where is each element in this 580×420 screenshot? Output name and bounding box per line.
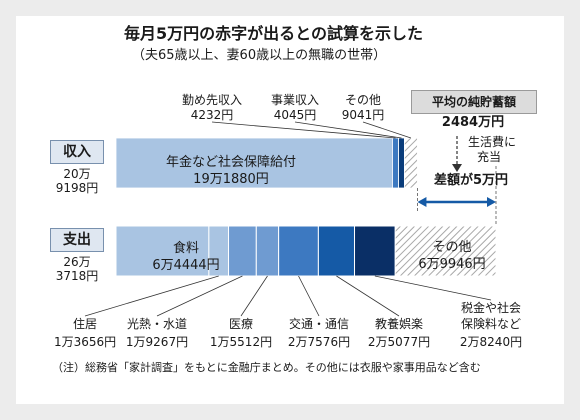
savings-note-line1: 生活費に bbox=[468, 135, 517, 149]
expense-culture-value: 2万5077円 bbox=[367, 335, 431, 349]
income-other-name: その他 bbox=[344, 93, 381, 107]
expense-total-line1: 26万 bbox=[63, 255, 91, 269]
expense-transport-value: 2万7576円 bbox=[287, 335, 351, 349]
expense-bar-culture bbox=[317, 225, 356, 277]
stacked-bar-chart bbox=[84, 121, 497, 317]
income-business-name: 事業収入 bbox=[270, 93, 319, 107]
expense-label: 支出 bbox=[63, 232, 91, 248]
expense-culture-name: 教養娯楽 bbox=[374, 317, 423, 331]
chart-card: 毎月5万円の赤字が出るとの試算を示した （夫65歳以上、妻60歳以上の無職の世帯… bbox=[16, 16, 564, 404]
income-work-value: 4232円 bbox=[190, 108, 234, 122]
expense-bar-tax bbox=[354, 225, 396, 277]
expense-other-value: 6万9946円 bbox=[418, 257, 486, 272]
expense-other-name: その他 bbox=[432, 240, 472, 255]
income-total-line1: 20万 bbox=[63, 167, 91, 181]
expense-leader-culture bbox=[336, 275, 400, 317]
expense-tax-value: 2万8240円 bbox=[459, 335, 523, 349]
expense-bar-transport bbox=[278, 225, 319, 277]
chart-title: 毎月5万円の赤字が出るとの試算を示した bbox=[124, 24, 423, 43]
savings-arrow-head bbox=[452, 164, 462, 172]
chart-subtitle: （夫65歳以上、妻60歳以上の無職の世帯） bbox=[132, 48, 387, 63]
gap-arrow-head-left bbox=[417, 197, 427, 207]
expense-medical-value: 1万5512円 bbox=[209, 335, 273, 349]
income-label-box: 収入 bbox=[50, 140, 104, 164]
expense-leader-utilities bbox=[156, 275, 243, 317]
income-pension-name: 年金など社会保障給付 bbox=[165, 155, 296, 170]
income-leader-business bbox=[294, 121, 402, 139]
income-bar-work bbox=[392, 137, 399, 189]
footnote: （注）総務省「家計調査」をもとに金融庁まとめ。その他には衣服や家事用品など含む bbox=[52, 361, 481, 374]
savings-value: 2484万円 bbox=[441, 115, 505, 130]
income-bar-business bbox=[398, 137, 405, 189]
income-business-value: 4045円 bbox=[273, 108, 317, 122]
expense-transport-name: 交通・通信 bbox=[288, 317, 349, 331]
savings-box: 平均の純貯蓄額 bbox=[411, 90, 537, 114]
income-leader-work bbox=[211, 121, 396, 139]
income-other-value: 9041円 bbox=[341, 108, 385, 122]
expense-bar-medical bbox=[255, 225, 280, 277]
expense-label-box: 支出 bbox=[50, 228, 104, 252]
expense-utilities-name: 光熱・水道 bbox=[126, 317, 187, 331]
expense-housing-value: 1万3656円 bbox=[54, 335, 117, 349]
gap-label: 差額が5万円 bbox=[433, 173, 509, 188]
gap-arrow-head-right bbox=[487, 197, 496, 207]
income-work-name: 勤め先収入 bbox=[181, 93, 242, 107]
expense-leader-housing bbox=[84, 275, 219, 317]
expense-food-value: 6万4444円 bbox=[152, 258, 220, 273]
expense-tax-line2: 保険料など bbox=[460, 317, 521, 331]
expense-bar-other bbox=[394, 225, 497, 277]
expense-leader-transport bbox=[298, 275, 320, 317]
expense-bar-utilities bbox=[228, 225, 257, 277]
expense-housing-name: 住居 bbox=[72, 317, 97, 331]
expense-tax-line1: 税金や社会 bbox=[460, 301, 521, 315]
savings-box-title: 平均の純貯蓄額 bbox=[431, 95, 516, 109]
savings-note-line2: 充当 bbox=[477, 150, 502, 164]
expense-food-name: 食料 bbox=[172, 241, 199, 256]
expense-medical-name: 医療 bbox=[228, 317, 253, 331]
expense-leader-medical bbox=[240, 275, 268, 317]
income-bar-pension bbox=[115, 137, 393, 189]
income-label: 収入 bbox=[63, 144, 91, 160]
expense-leader-tax bbox=[374, 275, 492, 301]
income-pension-value: 19万1880円 bbox=[193, 172, 269, 187]
expense-total-line2: 3718円 bbox=[55, 269, 99, 283]
income-leader-other bbox=[362, 121, 412, 139]
expense-utilities-value: 1万9267円 bbox=[125, 335, 189, 349]
income-total-line2: 9198円 bbox=[55, 181, 99, 195]
